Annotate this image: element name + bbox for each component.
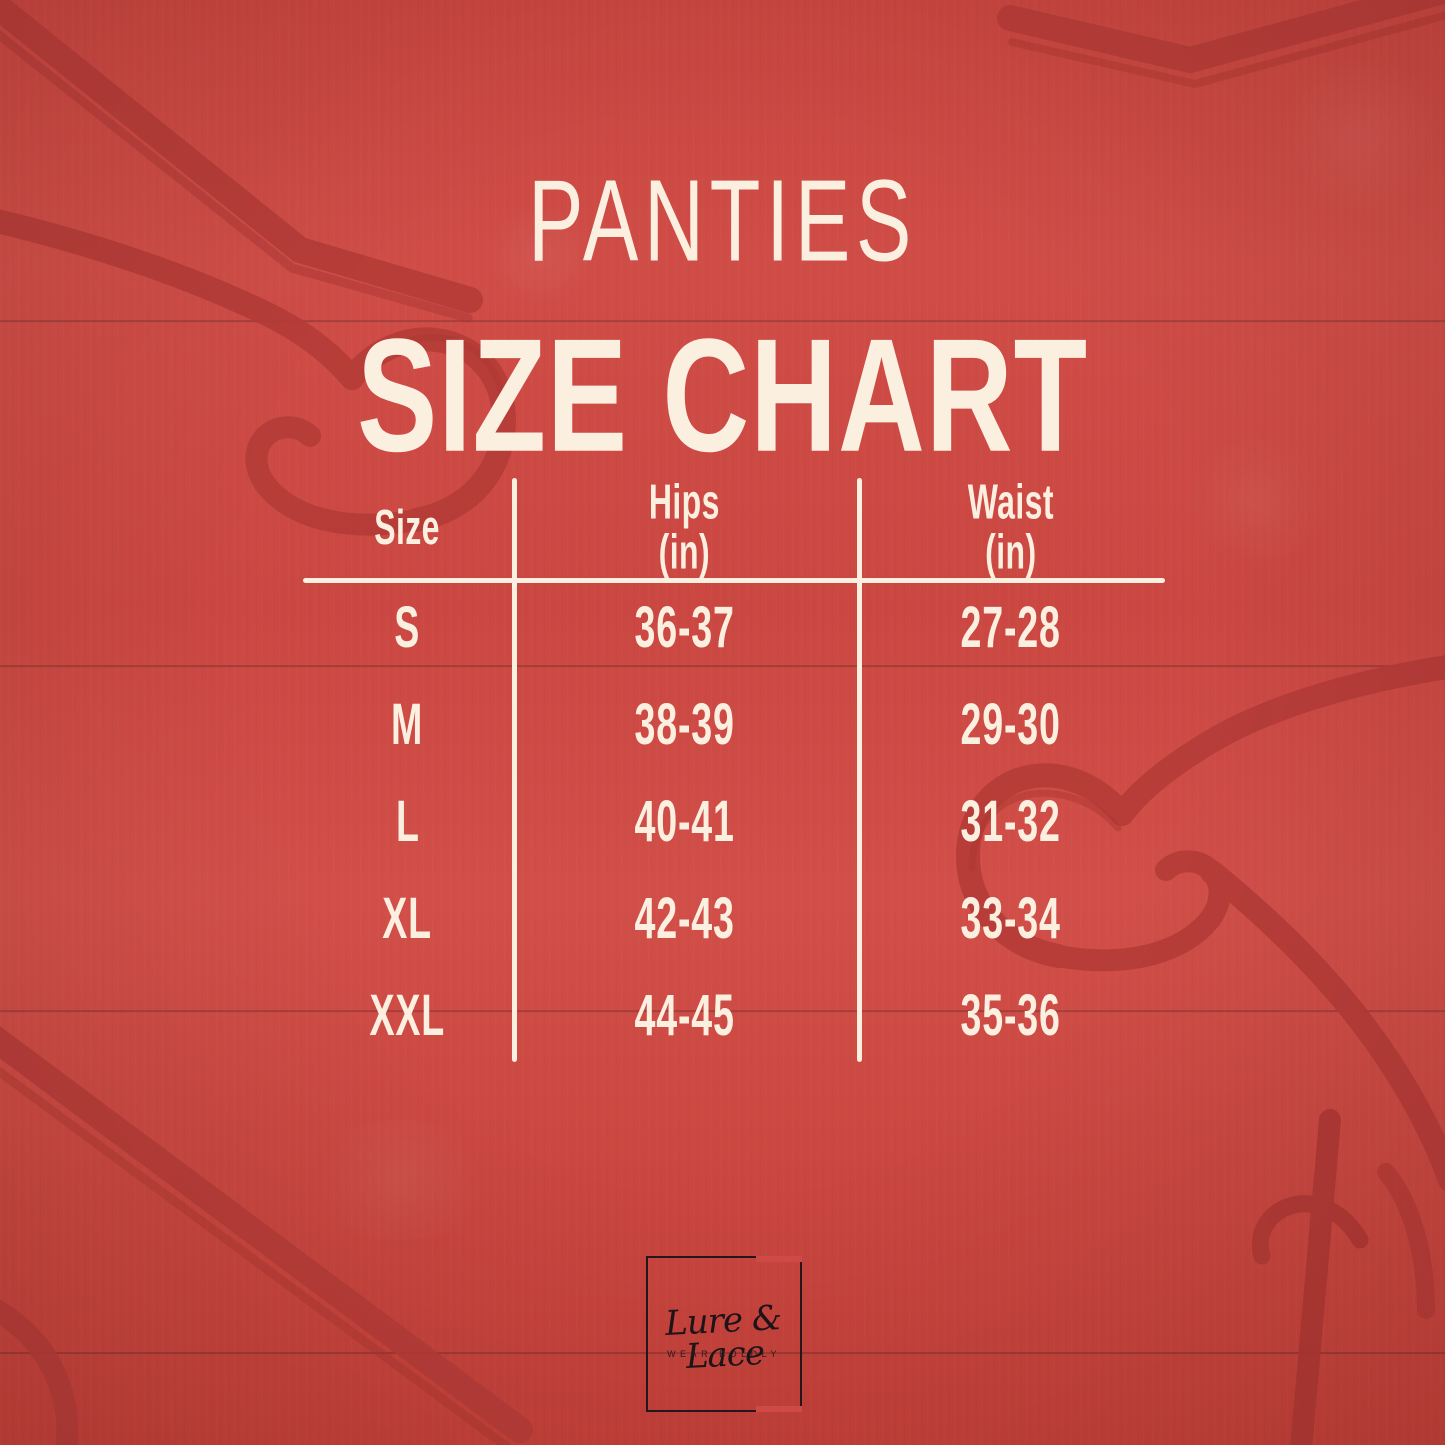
- cell-size: L: [395, 787, 420, 854]
- hanger-bottom-right: [1251, 1109, 1435, 1445]
- cell-hips: 38-39: [634, 690, 735, 757]
- surface-blotch: [480, 210, 600, 300]
- size-table: Size Hips (in) Waist (in: [303, 478, 1165, 1063]
- hanger-top-right: [997, 0, 1445, 89]
- table-row: XL 42-43 33-34: [303, 869, 1165, 966]
- cell-hips: 44-45: [634, 981, 735, 1048]
- cell-waist: 29-30: [960, 690, 1062, 757]
- surface-blotch: [300, 1120, 500, 1240]
- column-header-waist-label: Waist: [967, 475, 1055, 530]
- column-header-size: Size: [303, 478, 512, 578]
- cell-waist: 27-28: [960, 593, 1062, 660]
- cell-size: XXL: [369, 981, 446, 1048]
- size-table-head: Size Hips (in) Waist (in: [303, 478, 1165, 578]
- cell-size: XL: [382, 884, 433, 951]
- plank-seam: [0, 1352, 1445, 1355]
- column-header-hips-unit: (in): [658, 525, 711, 580]
- cell-size: S: [394, 593, 421, 660]
- column-header-size-label: Size: [374, 500, 441, 555]
- cell-waist: 33-34: [960, 884, 1062, 951]
- cell-hips: 40-41: [634, 787, 735, 854]
- cell-hips: 36-37: [634, 593, 735, 660]
- column-header-hips-label: Hips: [649, 475, 720, 530]
- size-table-wrapper: Size Hips (in) Waist (in: [303, 478, 1165, 1066]
- poster-kicker: PANTIES: [527, 156, 918, 287]
- table-vertical-divider-1: [512, 478, 517, 1062]
- cell-hips: 42-43: [634, 884, 735, 951]
- table-row: XXL 44-45 35-36: [303, 966, 1165, 1063]
- plank-seam: [0, 1010, 1445, 1013]
- hanger-bottom-left: [0, 1026, 533, 1445]
- size-table-body: S 36-37 27-28 M 38-39 29-30 L 40-41 31-3…: [303, 578, 1165, 1063]
- cell-waist: 31-32: [960, 787, 1062, 854]
- plank-seam: [0, 320, 1445, 323]
- cell-waist: 35-36: [960, 981, 1062, 1048]
- surface-blotch: [1270, 60, 1445, 210]
- table-row: M 38-39 29-30: [303, 675, 1165, 772]
- logo-brand-name: Lure & Lace: [664, 1298, 783, 1377]
- brand-logo: Lure & Lace WEAR BOLDLY: [646, 1256, 802, 1412]
- column-header-hips: Hips (in): [512, 478, 857, 578]
- table-row: S 36-37 27-28: [303, 578, 1165, 675]
- hanger-top-left: [0, 0, 517, 536]
- table-header-rule: [303, 578, 1165, 583]
- column-header-waist: Waist (in): [857, 478, 1165, 578]
- table-vertical-divider-2: [857, 478, 862, 1062]
- column-header-waist-unit: (in): [985, 525, 1037, 580]
- table-header-row: Size Hips (in) Waist (in: [303, 478, 1165, 578]
- logo-frame: [646, 1256, 802, 1412]
- logo-tagline: WEAR BOLDLY: [667, 1349, 781, 1359]
- hanger-right: [955, 655, 1445, 1191]
- plank-seam: [0, 665, 1445, 668]
- table-row: L 40-41 31-32: [303, 772, 1165, 869]
- page-title: SIZE CHART: [356, 304, 1088, 486]
- surface-blotch: [1180, 440, 1330, 560]
- cell-size: M: [391, 690, 424, 757]
